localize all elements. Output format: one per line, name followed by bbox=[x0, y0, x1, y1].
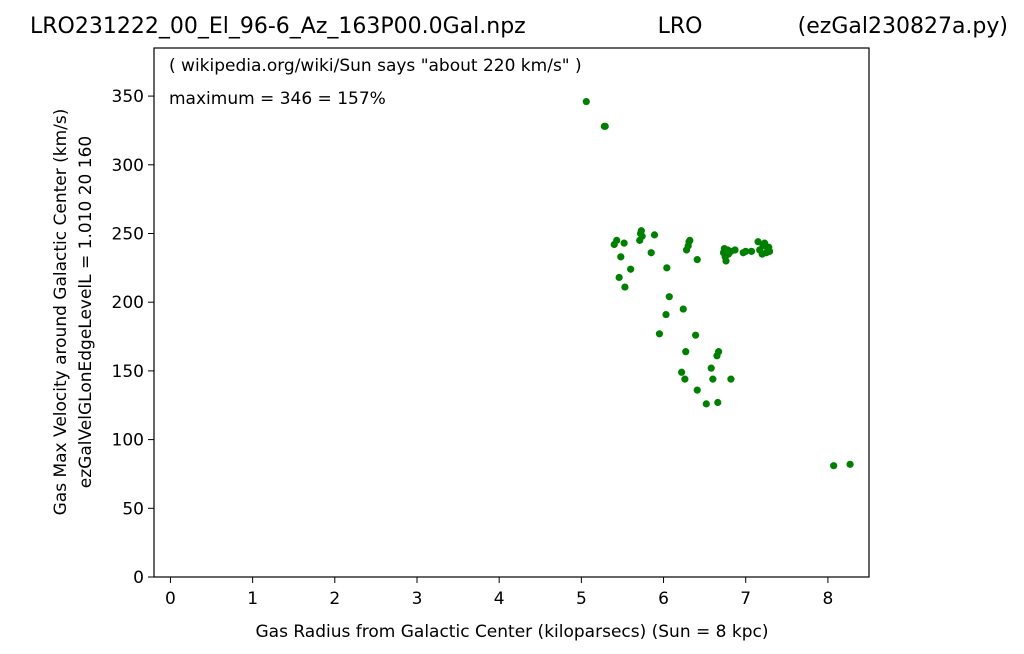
data-point bbox=[731, 246, 739, 254]
header-filename: LRO231222_00_El_96-6_Az_163P00.0Gal.npz bbox=[30, 14, 526, 39]
data-point bbox=[707, 364, 715, 372]
data-point bbox=[601, 122, 609, 130]
data-point bbox=[679, 305, 687, 313]
data-point bbox=[627, 265, 635, 273]
data-point bbox=[693, 256, 701, 264]
data-point bbox=[742, 247, 750, 255]
data-point bbox=[747, 247, 756, 255]
data-point bbox=[678, 368, 686, 376]
data-point bbox=[715, 348, 723, 356]
data-point bbox=[681, 375, 689, 383]
y-axis-label-line2: ezGalVelGLonEdgeLevelL = 1.010 20 160 bbox=[76, 136, 96, 488]
data-point bbox=[765, 247, 774, 255]
y-tick-label: 150 bbox=[112, 362, 144, 382]
data-point bbox=[693, 386, 701, 394]
x-axis-ticks: 0 1 2 3 4 5 6 7 8 bbox=[165, 577, 833, 609]
annotation-maximum: maximum = 346 = 157% bbox=[169, 89, 386, 109]
y-tick-label: 200 bbox=[112, 293, 144, 313]
data-point bbox=[727, 375, 735, 383]
header-script: (ezGal230827a.py) bbox=[798, 14, 1008, 39]
x-tick-label: 1 bbox=[247, 589, 258, 609]
data-point bbox=[647, 249, 655, 257]
annotation-reference: ( wikipedia.org/wiki/Sun says "about 220… bbox=[169, 56, 582, 76]
y-axis-label-line1: Gas Max Velocity around Galactic Center … bbox=[51, 109, 71, 516]
x-axis-label: Gas Radius from Galactic Center (kilopar… bbox=[256, 622, 769, 642]
data-point bbox=[754, 238, 762, 246]
x-tick-label: 5 bbox=[576, 589, 587, 609]
data-point bbox=[621, 283, 629, 291]
data-point bbox=[722, 257, 730, 265]
y-tick-label: 300 bbox=[112, 156, 144, 176]
y-tick-label: 50 bbox=[122, 499, 144, 519]
data-point bbox=[650, 231, 659, 239]
data-point bbox=[637, 227, 645, 235]
data-point bbox=[615, 273, 623, 282]
data-point bbox=[665, 293, 673, 301]
data-point bbox=[617, 253, 625, 261]
plot-frame bbox=[153, 47, 870, 578]
header-center: LRO bbox=[658, 14, 703, 39]
data-point bbox=[682, 348, 690, 356]
data-point bbox=[830, 462, 838, 470]
x-tick-label: 7 bbox=[740, 589, 751, 609]
x-tick-label: 3 bbox=[412, 589, 423, 609]
x-tick-label: 6 bbox=[658, 589, 669, 609]
data-point bbox=[663, 264, 671, 272]
y-tick-label: 250 bbox=[112, 224, 144, 244]
data-point bbox=[709, 375, 717, 383]
data-point bbox=[662, 310, 670, 319]
data-point bbox=[846, 460, 854, 468]
x-tick-label: 4 bbox=[494, 589, 505, 609]
data-point bbox=[714, 398, 722, 407]
data-point bbox=[655, 330, 664, 338]
x-tick-label: 2 bbox=[329, 589, 340, 609]
data-point bbox=[620, 239, 628, 247]
x-tick-label: 0 bbox=[165, 589, 176, 609]
data-point bbox=[582, 97, 590, 106]
data-point bbox=[638, 232, 646, 240]
data-point bbox=[686, 236, 694, 244]
y-tick-label: 350 bbox=[112, 87, 144, 107]
y-tick-label: 0 bbox=[133, 568, 144, 588]
x-tick-label: 8 bbox=[822, 589, 833, 609]
scatter-points bbox=[582, 97, 854, 470]
y-axis-ticks: 0 50 100 150 200 250 300 350 bbox=[112, 87, 154, 588]
data-point bbox=[613, 236, 621, 244]
data-point bbox=[691, 331, 700, 339]
data-point bbox=[702, 400, 710, 408]
y-tick-label: 100 bbox=[112, 431, 144, 451]
